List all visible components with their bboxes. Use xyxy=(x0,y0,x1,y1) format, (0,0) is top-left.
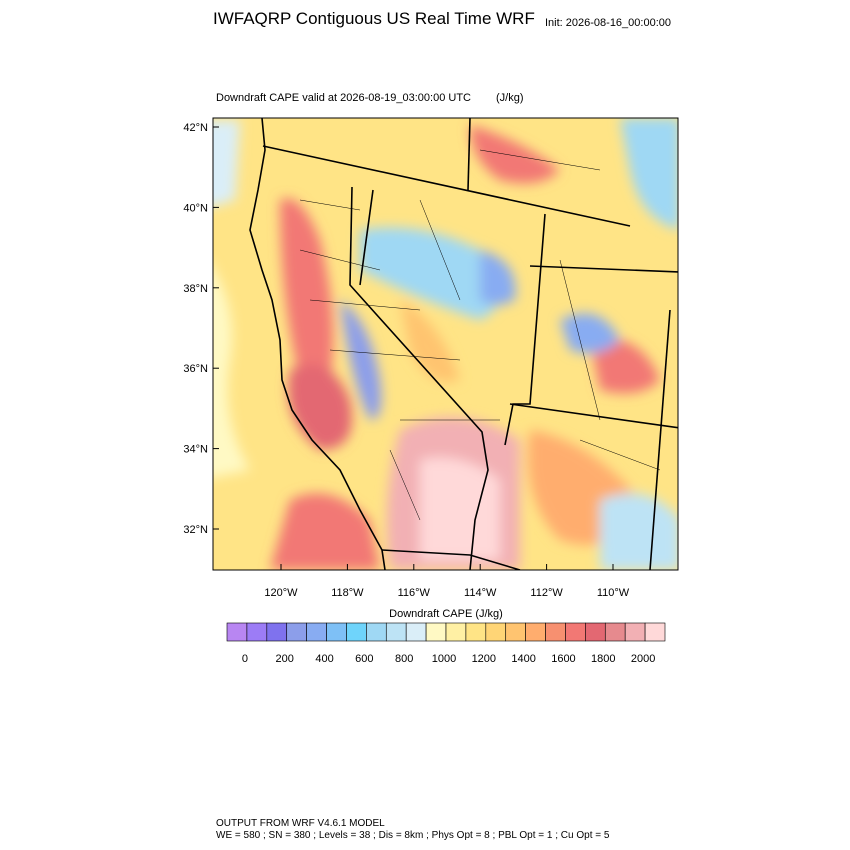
state-border xyxy=(509,403,678,429)
state-border xyxy=(504,213,546,446)
colorbar-label: 400 xyxy=(315,653,333,665)
colorbar-label: 0 xyxy=(242,653,248,665)
colorbar-swatch xyxy=(306,622,327,642)
lon-tick-label: 110°W xyxy=(597,587,630,599)
subtitle: Downdraft CAPE valid at 2026-08-19_03:00… xyxy=(216,92,471,104)
state-border xyxy=(529,265,678,273)
colorbar-label: 1600 xyxy=(551,653,575,665)
colorbar-swatch xyxy=(445,622,467,642)
lat-tick-label: 36°N xyxy=(183,363,208,375)
colorbar-label: 1000 xyxy=(432,653,456,665)
lat-tick-label: 42°N xyxy=(183,122,208,134)
colorbar-swatch xyxy=(545,622,566,642)
colorbar-swatch xyxy=(266,622,288,642)
footer-line: OUTPUT FROM WRF V4.6.1 MODEL xyxy=(216,818,385,829)
state-border xyxy=(467,118,471,191)
state-border xyxy=(649,309,671,570)
field-region xyxy=(480,250,516,305)
colorbar-label: 1400 xyxy=(511,653,535,665)
lon-tick-label: 114°W xyxy=(464,587,497,599)
colorbar-label: 2000 xyxy=(631,653,655,665)
units: (J/kg) xyxy=(496,92,524,104)
field-region xyxy=(340,300,382,420)
colorbar-swatch xyxy=(366,622,387,642)
colorbar: 0 200 400 600 800 1000 1200 1400 1600 1800 2000 xyxy=(226,622,666,665)
colorbar-swatch xyxy=(585,622,606,642)
colorbar-label: 800 xyxy=(395,653,413,665)
colorbar-label: 600 xyxy=(355,653,373,665)
field-region xyxy=(590,338,660,394)
lon-tick-label: 120°W xyxy=(264,587,298,599)
init-time: Init: 2026-08-16_00:00:00 xyxy=(545,17,671,29)
colorbar-swatch xyxy=(226,622,248,642)
footer-line: WE = 580 ; SN = 380 ; Levels = 38 ; Dis … xyxy=(216,830,610,841)
field-region xyxy=(270,493,380,570)
axes: 42°N 40°N 38°N 36°N 34°N 32°N 120°W 118°W 116°W 1… xyxy=(183,122,629,599)
country-border xyxy=(381,549,521,570)
field-region xyxy=(280,198,334,380)
field-region xyxy=(600,493,678,570)
state-border xyxy=(359,189,374,286)
boundaries xyxy=(249,118,678,570)
field-region xyxy=(213,268,250,478)
map-field xyxy=(213,118,678,570)
colorbar-swatch xyxy=(505,622,526,642)
coastline xyxy=(249,118,386,570)
colorbar-swatch xyxy=(425,622,447,642)
colorbar-label: 1200 xyxy=(472,653,496,665)
field-shading xyxy=(213,118,678,570)
field-region xyxy=(400,300,460,382)
field-region xyxy=(560,313,620,354)
colorbar-swatch xyxy=(525,622,546,642)
lat-tick-label: 38°N xyxy=(183,283,208,295)
map-frame xyxy=(212,117,679,571)
colorbar-swatch xyxy=(405,622,427,642)
colorbar-title: Downdraft CAPE (J/kg) xyxy=(389,608,503,620)
colorbar-swatch xyxy=(604,622,626,642)
title: IWFAQRP Contiguous US Real Time WRF xyxy=(213,9,535,28)
lat-tick-label: 34°N xyxy=(183,444,208,456)
colorbar-swatch xyxy=(326,622,347,642)
county-border xyxy=(299,149,661,521)
field-region xyxy=(620,118,678,230)
lon-tick-label: 112°W xyxy=(530,587,563,599)
colorbar-swatch xyxy=(385,622,407,642)
lon-tick-label: 118°W xyxy=(331,587,364,599)
field-region xyxy=(420,457,500,560)
state-border xyxy=(349,186,489,570)
field-region xyxy=(360,227,500,320)
field-region xyxy=(470,125,560,184)
colorbar-swatch xyxy=(624,622,646,642)
state-border xyxy=(262,145,631,227)
lon-tick-label: 116°W xyxy=(398,587,431,599)
lat-tick-label: 40°N xyxy=(183,202,208,214)
lat-tick-label: 32°N xyxy=(183,524,208,536)
colorbar-swatch xyxy=(346,622,367,642)
colorbar-swatch xyxy=(246,622,268,642)
colorbar-swatch xyxy=(465,622,487,642)
colorbar-swatch xyxy=(485,622,507,642)
colorbar-swatch xyxy=(565,622,586,642)
colorbar-label: 200 xyxy=(276,653,294,665)
colorbar-swatch xyxy=(286,622,307,642)
field-region xyxy=(213,120,240,207)
colorbar-swatch xyxy=(644,622,666,642)
colorbar-label: 1800 xyxy=(591,653,615,665)
